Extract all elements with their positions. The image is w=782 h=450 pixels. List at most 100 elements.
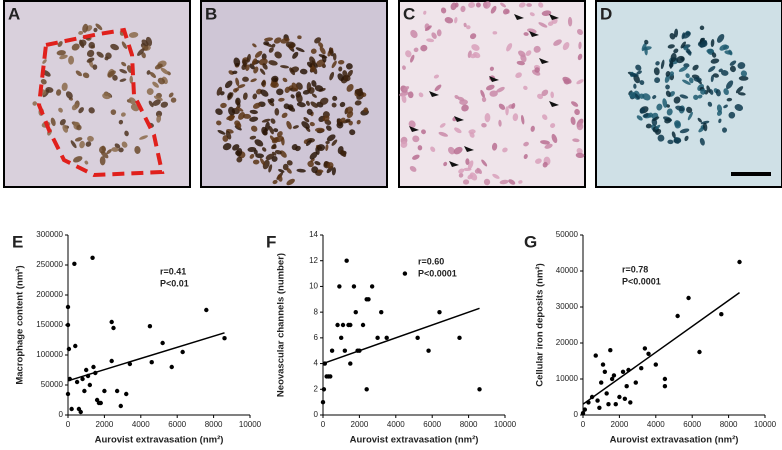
- cell: [237, 84, 246, 89]
- cell: [461, 104, 469, 112]
- point: [353, 309, 358, 315]
- cell: [339, 117, 346, 123]
- cell: [576, 28, 584, 36]
- x-tick-label: 2000: [351, 420, 369, 429]
- cell: [259, 157, 266, 166]
- cell: [263, 41, 270, 46]
- cell: [270, 118, 276, 124]
- cell: [227, 92, 233, 99]
- cell: [576, 122, 584, 131]
- cell: [675, 105, 685, 112]
- cell: [234, 87, 239, 92]
- point: [78, 409, 83, 415]
- y-tick-label: 50000: [41, 380, 64, 389]
- point: [322, 361, 328, 366]
- cell: [45, 87, 54, 93]
- point: [328, 374, 333, 379]
- x-tick-label: 10000: [754, 420, 777, 429]
- point: [348, 322, 353, 328]
- cell: [146, 88, 154, 95]
- cell: [436, 29, 442, 37]
- cell: [251, 125, 258, 132]
- cell: [345, 118, 351, 123]
- cell: [235, 63, 240, 67]
- cell: [216, 86, 223, 96]
- cell: [699, 137, 705, 146]
- cell: [276, 131, 283, 137]
- point: [457, 335, 462, 341]
- cell: [468, 2, 476, 8]
- point: [437, 309, 442, 315]
- cell: [667, 139, 674, 145]
- cell: [498, 103, 506, 110]
- cell: [457, 96, 465, 102]
- cell: [314, 85, 324, 92]
- cell: [511, 103, 516, 109]
- cell: [286, 120, 292, 130]
- cell: [667, 44, 675, 49]
- x-axis-title: Aurovist extravasation (nm²): [610, 435, 739, 446]
- cell: [491, 142, 498, 151]
- cell: [107, 70, 116, 77]
- cell: [454, 127, 462, 134]
- cell: [660, 59, 665, 70]
- point: [65, 322, 71, 328]
- cell: [423, 10, 427, 15]
- cell: [518, 2, 526, 8]
- point: [580, 411, 586, 416]
- cell: [410, 54, 415, 63]
- cell: [572, 138, 580, 143]
- cell: [738, 75, 749, 81]
- cell: [249, 135, 257, 140]
- cell: [737, 62, 746, 69]
- point: [73, 343, 78, 349]
- cell: [291, 82, 299, 92]
- point: [335, 322, 340, 328]
- cell: [311, 80, 317, 87]
- cell: [349, 129, 356, 136]
- cell: [264, 37, 274, 42]
- arrowhead: [539, 58, 549, 64]
- cell: [274, 135, 284, 142]
- cell: [280, 65, 290, 69]
- annotation: r=0.41: [160, 266, 186, 276]
- cell: [346, 63, 353, 70]
- cell: [78, 30, 84, 35]
- point: [426, 348, 431, 353]
- cell: [249, 109, 258, 115]
- point: [72, 261, 77, 266]
- arrowhead: [549, 14, 559, 20]
- cell: [492, 31, 498, 35]
- point: [384, 335, 389, 341]
- cell: [292, 125, 299, 129]
- point: [622, 396, 628, 401]
- cell: [538, 2, 544, 8]
- scatter-chart: F 0 2 4 6 8 10 12 14 0 2000 4000 6000 8000 10000 Aurovi…: [266, 230, 517, 445]
- cell: [296, 168, 306, 173]
- point: [87, 382, 93, 388]
- cell: [78, 107, 84, 114]
- point: [628, 400, 633, 405]
- cell: [499, 179, 509, 185]
- cell: [332, 95, 338, 101]
- cell: [246, 53, 251, 63]
- cell: [258, 58, 268, 66]
- y-axis-title: Neovascular channels (number): [276, 253, 287, 397]
- cell: [242, 92, 248, 100]
- cell: [550, 123, 556, 128]
- cell: [346, 84, 354, 92]
- point: [360, 322, 366, 328]
- cell: [489, 66, 494, 71]
- point: [626, 367, 631, 373]
- cell: [407, 91, 414, 99]
- cell: [699, 25, 705, 31]
- point: [69, 406, 74, 412]
- cell: [88, 41, 95, 49]
- point: [639, 366, 644, 371]
- cell: [693, 76, 702, 82]
- cell: [639, 107, 646, 114]
- point: [586, 400, 591, 405]
- cell: [105, 52, 112, 60]
- cell: [247, 146, 257, 152]
- cell: [152, 99, 161, 106]
